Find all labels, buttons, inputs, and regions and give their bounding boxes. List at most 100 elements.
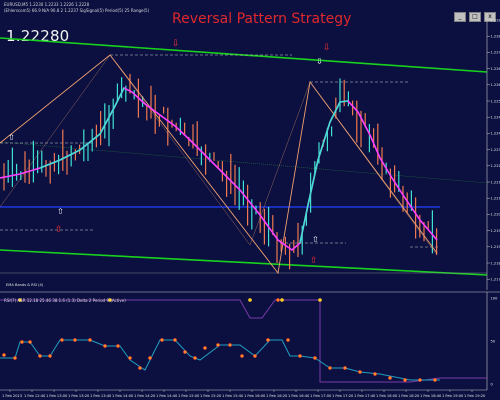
indicator-dot [183,350,187,354]
down-arrow-icon: ⇩ [316,57,323,66]
time-tick-label: 1 Feb 17:20 [332,394,354,398]
indicator-dot [240,354,244,358]
time-tick-label: 1 Feb 13:40 [90,394,112,398]
window-close-icon[interactable]: x [484,12,496,22]
price-tick-label: 1.2268 [491,67,500,71]
price-tick-label: 1.2184 [491,261,500,265]
indicator-dot [103,344,107,348]
ma-line-up [39,87,125,169]
time-tick-label: 1 Feb 19:20 [464,394,486,398]
indicator-top-dot [280,298,284,302]
indicator-panel-header: RSI(7) ASR 12.18 25.46 38.1.6 (1.3) Delt… [4,298,126,303]
indicator-dot [433,378,437,382]
indicator-dot [128,356,132,360]
indicator-dot [286,338,290,342]
price-tick-label: 1.2198 [491,229,500,233]
strategy-title: Reversal Pattern Strategy [172,11,352,27]
time-tick-label: 1 Feb 13:20 [68,394,90,398]
indicator-top-dot [18,298,22,302]
up-arrow-icon: ⇧ [55,225,63,235]
price-tick-label: 1.2282 [491,35,500,39]
time-tick-label: 1 Feb 16:40 [288,394,310,398]
indicator-dot [403,378,407,382]
indicator-dot [173,338,177,342]
time-tick-label: 1 Feb 14:00 [112,394,134,398]
price-tick-label: 1.2233 [491,148,500,152]
price-tick-label: 1.2254 [491,99,500,103]
indicator-dot [253,354,257,358]
time-tick-label: 1 Feb 14:40 [156,394,178,398]
indicator-dot [203,346,207,350]
price-tick-label: 1.2275 [491,51,500,55]
indicator-tick-label: 50 [491,339,496,343]
indicator-dot [138,366,142,370]
time-tick-label: 1 Feb 16:20 [266,394,288,398]
indicator-dot [216,343,220,347]
time-tick-label: 1 Feb 16:00 [244,394,266,398]
indicator-top-dot [108,298,112,302]
down-arrow-icon: ⇩ [172,39,180,49]
bottom-note: EMA Bands & RSI (4) [6,283,44,287]
indicator-dot [313,356,317,360]
time-tick-label: 1 Feb 18:40 [420,394,442,398]
indicator-dot [328,366,332,370]
indicator-dot [73,338,77,342]
up-arrow-icon: ⇧ [312,235,319,244]
indicator-dot [116,344,120,348]
indicator-top-dot [318,298,322,302]
time-tick-label: 1 Feb 17:40 [354,394,376,398]
channel-mid-line [0,141,488,184]
indicator-dot [266,338,270,342]
indicator-dot [160,338,164,342]
zigzag-line [0,54,438,275]
time-tick-label: 1 Feb 15:20 [200,394,222,398]
indicator-dot [343,366,347,370]
indicator-dot [38,354,42,358]
indicator-dot [60,338,64,342]
window-maximize-icon[interactable]: □ [469,12,481,22]
up-arrow-icon: ⇧ [57,207,64,216]
channel-lower-line [0,249,488,276]
window-minimize-icon[interactable]: _ [454,12,466,22]
indicator-dot [358,370,362,374]
indicator-dot [48,354,52,358]
price-tick-label: 1.2212 [491,197,500,201]
up-arrow-icon: ⇧ [8,133,15,142]
price-tick-label: 1.2205 [491,213,500,217]
time-tick-label: 1 Feb 17:00 [310,394,332,398]
window-controls: _ □ x [454,12,496,22]
ma-line-down [0,86,438,252]
time-tick-label: 1 Feb 2013 [2,394,22,398]
indicator-tick-label: 100 [491,296,499,300]
current-price: 1.22280 [6,27,70,45]
indicator-header: (Ehlerscom5) 66.9 N/A 90.8 2 1.2237 SigS… [4,8,150,13]
indicator-signal-line [0,299,487,383]
indicator-dot [13,356,17,360]
indicator-dot [298,354,302,358]
zigzag-line [0,54,438,256]
price-tick-label: 1.2240 [491,132,500,136]
indicator-dot [148,356,152,360]
indicator-dot [88,338,92,342]
time-tick-label: 1 Feb 14:20 [134,394,156,398]
price-tick-label: 1.2226 [491,164,500,168]
indicator-top-dot [248,298,252,302]
symbol-header: EURUSD,M5 1.2230 1.2233 1.2226 1.2228 [4,2,90,7]
price-tick-label: 1.2289 [491,18,500,22]
price-tick-label: 1.2191 [491,245,500,249]
indicator-dot [2,353,6,357]
time-tick-label: 1 Feb 18:20 [398,394,420,398]
price-tick-label: 1.2247 [491,116,500,120]
time-tick-label: 1 Feb 19:00 [442,394,464,398]
time-tick-label: 1 Feb 13:00 [46,394,68,398]
indicator-dot [388,376,392,380]
indicator-dot [228,343,232,347]
down-arrow-icon: ⇩ [323,43,331,53]
ma-line-up [299,100,349,244]
time-tick-label: 1 Feb 15:40 [222,394,244,398]
channel-upper-line [0,37,488,73]
indicator-dot [193,356,197,360]
